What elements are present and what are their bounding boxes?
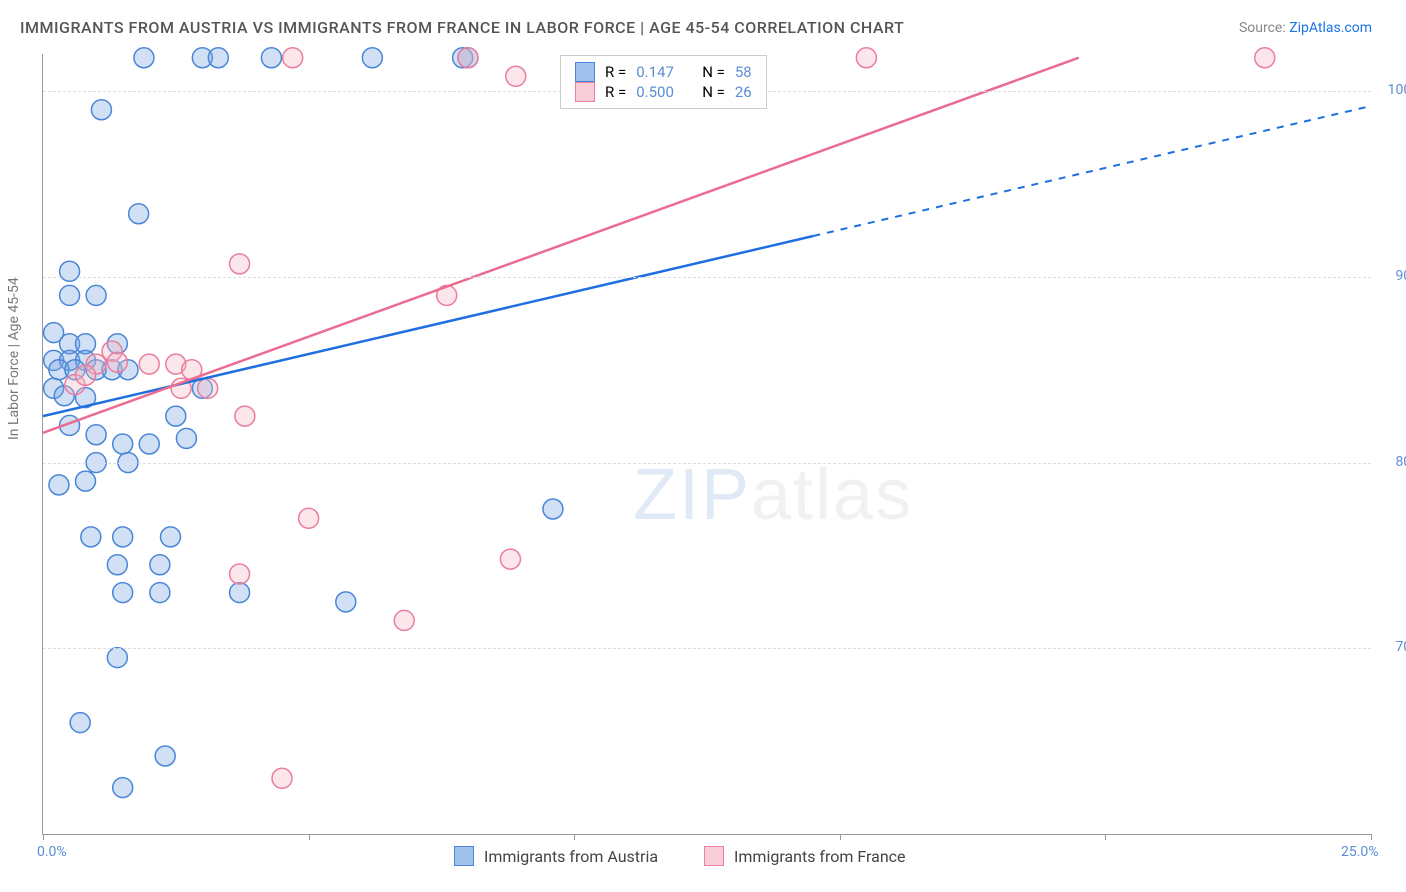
x-tick-label: 25.0%: [1341, 844, 1379, 860]
data-point: [107, 352, 127, 372]
data-point: [150, 555, 170, 575]
data-point: [49, 475, 69, 495]
data-point: [86, 285, 106, 305]
data-point: [272, 768, 292, 788]
plot-svg: [43, 54, 1371, 834]
x-tick-label: 0.0%: [37, 844, 67, 860]
data-point: [506, 66, 526, 86]
legend-row-austria: R = 0.147 N = 58: [575, 62, 752, 82]
data-point: [113, 778, 133, 798]
data-point: [458, 48, 478, 68]
data-point: [150, 583, 170, 603]
correlation-legend: R = 0.147 N = 58 R = 0.500 N = 26: [560, 55, 767, 109]
data-point: [134, 48, 154, 68]
data-point: [362, 48, 382, 68]
plot-area: ZIPatlas 70.0%80.0%90.0%100.0%0.0%25.0%: [42, 54, 1371, 835]
data-point: [75, 365, 95, 385]
data-point: [86, 425, 106, 445]
data-point: [856, 48, 876, 68]
data-point: [394, 610, 414, 630]
data-point: [261, 48, 281, 68]
data-point: [81, 527, 101, 547]
data-point: [208, 48, 228, 68]
data-point: [129, 204, 149, 224]
trend-line: [43, 236, 813, 416]
source-label: Source: ZipAtlas.com: [1239, 20, 1372, 36]
data-point: [336, 592, 356, 612]
data-point: [107, 648, 127, 668]
data-point: [107, 555, 127, 575]
trend-line: [43, 58, 1079, 433]
data-point: [230, 254, 250, 274]
y-tick-label: 70.0%: [1395, 639, 1406, 655]
data-point: [70, 713, 90, 733]
data-point: [235, 406, 255, 426]
data-point: [60, 261, 80, 281]
data-point: [139, 354, 159, 374]
data-point: [160, 527, 180, 547]
source-link[interactable]: ZipAtlas.com: [1289, 20, 1372, 36]
data-point: [230, 564, 250, 584]
data-point: [75, 471, 95, 491]
data-point: [230, 583, 250, 603]
chart-container: IMMIGRANTS FROM AUSTRIA VS IMMIGRANTS FR…: [0, 0, 1406, 892]
y-tick-label: 80.0%: [1395, 454, 1406, 470]
y-axis-label: In Labor Force | Age 45-54: [6, 277, 22, 440]
data-point: [166, 406, 186, 426]
legend-swatch-austria: [575, 62, 595, 82]
data-point: [155, 746, 175, 766]
chart-title: IMMIGRANTS FROM AUSTRIA VS IMMIGRANTS FR…: [20, 18, 904, 37]
trend-line-ext: [813, 106, 1371, 236]
data-point: [176, 428, 196, 448]
data-point: [113, 583, 133, 603]
data-point: [113, 434, 133, 454]
y-tick-label: 100.0%: [1388, 82, 1406, 98]
data-point: [1255, 48, 1275, 68]
data-point: [91, 100, 111, 120]
legend-swatch-icon: [704, 846, 724, 866]
data-point: [500, 549, 520, 569]
legend-swatch-france: [575, 82, 595, 102]
r-value-austria: 0.147: [636, 63, 692, 81]
n-value-austria: 58: [735, 63, 752, 81]
n-value-france: 26: [735, 83, 752, 101]
legend-item-austria: Immigrants from Austria: [454, 846, 658, 866]
series-legend: Immigrants from Austria Immigrants from …: [454, 846, 906, 866]
legend-item-france: Immigrants from France: [704, 846, 906, 866]
data-point: [198, 378, 218, 398]
data-point: [139, 434, 159, 454]
legend-swatch-icon: [454, 846, 474, 866]
legend-row-france: R = 0.500 N = 26: [575, 82, 752, 102]
r-value-france: 0.500: [636, 83, 692, 101]
data-point: [113, 527, 133, 547]
data-point: [299, 508, 319, 528]
data-point: [60, 285, 80, 305]
y-tick-label: 90.0%: [1395, 268, 1406, 284]
data-point: [543, 499, 563, 519]
data-point: [283, 48, 303, 68]
